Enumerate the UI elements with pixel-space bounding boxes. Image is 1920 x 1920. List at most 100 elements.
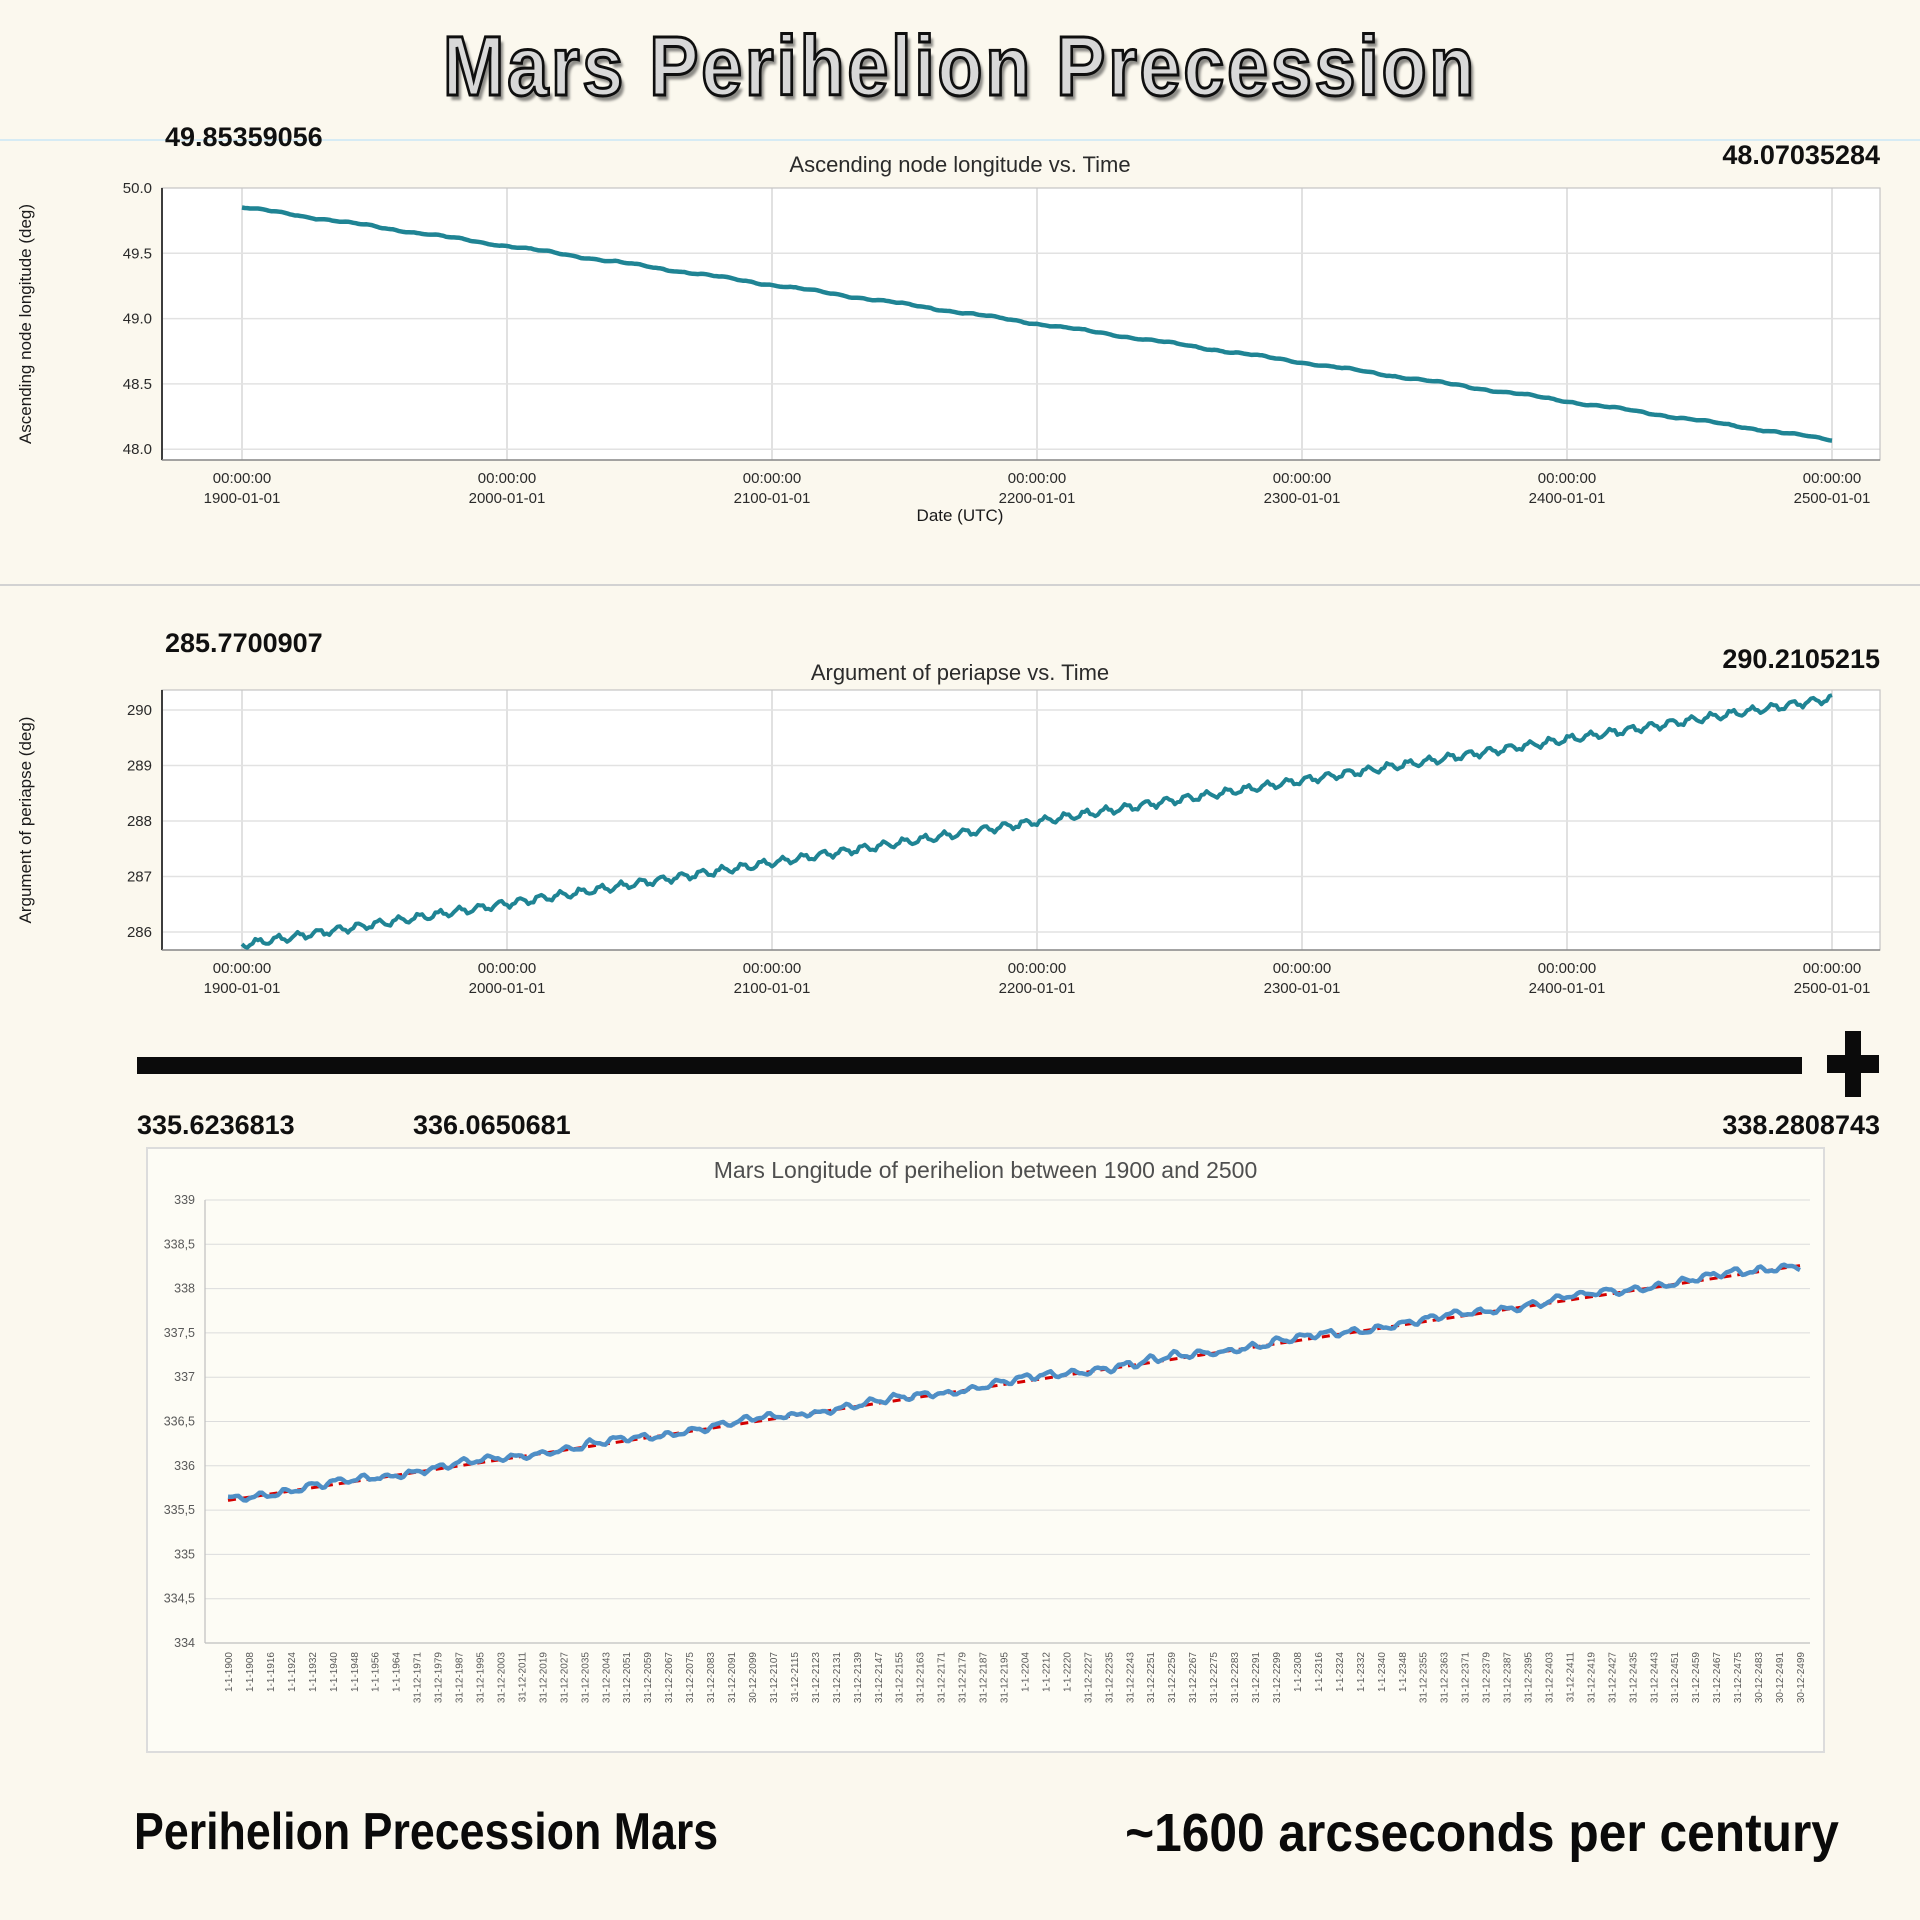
x-tick-date-label: 1-1-1948 [350,1652,361,1692]
x-tick-date-label: 1-1-2324 [1335,1652,1346,1692]
x-tick-date-label: 1-1-1932 [308,1652,319,1692]
x-tick-time-label: 00:00:00 [213,470,271,487]
x-tick-date-label: 31-12-2435 [1628,1652,1639,1704]
x-tick-date-label: 31-12-2091 [727,1652,738,1704]
y-tick-label: 335,5 [164,1503,195,1517]
x-tick-date-label: 31-12-2019 [538,1652,549,1704]
argument-of-periapse-chart: 290 289 288 287 286 00:00:00 1900-01-01 00:00:0… [127,689,1881,997]
x-tick-date-label: 31-12-2163 [916,1652,927,1704]
x-tick-date-label: 31-12-2411 [1565,1652,1576,1703]
x-tick-date-label: 31-12-2027 [559,1652,570,1704]
x-tick-date-label: 31-12-2155 [895,1652,906,1704]
y-tick-label: 50.0 [123,180,152,197]
x-tick-date-label: 31-12-1979 [434,1652,445,1704]
x-tick-time-label: 00:00:00 [1538,960,1596,977]
x-tick-date-label: 31-12-2115 [790,1652,801,1703]
x-tick-date-label: 31-12-2459 [1691,1652,1702,1704]
x-tick-date-label: 31-12-2403 [1544,1652,1555,1704]
x-tick-date-label: 31-12-2035 [580,1652,591,1704]
chart2-start-value: 285.7700907 [165,628,323,658]
x-tick-date-label: 31-12-2387 [1503,1652,1514,1704]
y-tick-label: 334 [174,1636,195,1650]
x-tick-date-label: 2400-01-01 [1529,490,1606,507]
x-tick-time-label: 00:00:00 [213,960,271,977]
x-tick-date-label: 1-1-1924 [287,1652,298,1692]
x-tick-date-label: 31-12-2355 [1419,1652,1430,1704]
ascending-node-longitude-chart: 50.0 49.5 49.0 48.5 48.0 00:00:00 1900-01-01 00… [123,180,1881,507]
x-tick-time-label: 00:00:00 [478,960,536,977]
chart3-title: Mars Longitude of perihelion between 190… [713,1157,1258,1183]
x-tick-date-label: 31-12-1995 [476,1652,487,1704]
y-tick-label: 48.5 [123,376,152,393]
x-tick-date-label: 31-12-2139 [853,1652,864,1704]
x-tick-time-label: 00:00:00 [1008,470,1066,487]
x-tick-time-label: 00:00:00 [1008,960,1066,977]
y-tick-label: 337,5 [164,1326,195,1340]
chart2-end-value: 290.2105215 [1722,644,1880,674]
x-tick-date-label: 31-12-2003 [496,1652,507,1704]
x-tick-date-label: 30-12-2099 [748,1652,759,1704]
x-tick-date-label: 2100-01-01 [734,980,811,997]
x-tick-date-label: 31-12-2179 [958,1652,969,1704]
x-tick-date-label: 31-12-2083 [706,1652,717,1704]
x-tick-date-label: 31-12-2051 [622,1652,633,1704]
x-tick-date-label: 31-12-1987 [455,1652,466,1704]
y-tick-label: 48.0 [123,441,152,458]
x-tick-date-label: 31-12-2067 [664,1652,675,1704]
page-title: Mars Perihelion Precession [442,19,1478,113]
x-tick-date-label: 31-12-2291 [1251,1652,1262,1704]
y-tick-label: 337 [174,1370,195,1384]
x-tick-time-label: 00:00:00 [743,960,801,977]
top-hairline-divider [0,139,1920,141]
y-tick-label: 290 [127,702,152,719]
x-tick-date-label: 2000-01-01 [469,490,546,507]
x-tick-date-label: 1-1-2212 [1041,1652,1052,1692]
x-tick-date-label: 31-12-2379 [1482,1652,1493,1704]
perihelion-chart-frame [146,1147,1825,1753]
chart2-title: Argument of periapse vs. Time [810,660,1110,685]
y-tick-label: 287 [127,869,152,886]
x-tick-date-label: 30-12-2499 [1796,1652,1807,1704]
x-tick-date-label: 31-12-2059 [643,1652,654,1704]
x-tick-date-label: 31-12-2131 [832,1652,843,1704]
chart1-start-value: 49.85359056 [165,122,323,152]
x-tick-date-label: 1-1-1900 [224,1652,235,1692]
chart1-x-axis-label: Date (UTC) [916,506,1004,525]
x-tick-date-label: 1-1-2348 [1398,1652,1409,1692]
chart3-end-value: 338.2808743 [1722,1110,1880,1140]
plot-background [162,188,1880,460]
x-tick-time-label: 00:00:00 [743,470,801,487]
y-tick-label: 338 [174,1282,195,1296]
y-tick-label: 335 [174,1547,195,1561]
x-tick-date-label: 2500-01-01 [1794,490,1871,507]
y-tick-label: 336 [174,1459,195,1473]
series-line [227,1262,1802,1503]
chart1-end-value: 48.07035284 [1722,140,1880,170]
chart1-title: Ascending node longitude vs. Time [789,152,1131,177]
x-tick-date-label: 1-1-2220 [1062,1652,1073,1692]
x-tick-date-label: 31-12-2451 [1670,1652,1681,1704]
x-tick-date-label: 31-12-2171 [937,1652,948,1704]
x-tick-date-label: 31-12-2475 [1733,1652,1744,1704]
x-tick-date-label: 1-1-1964 [392,1652,403,1692]
x-tick-date-label: 31-12-2467 [1712,1652,1723,1704]
x-tick-date-label: 31-12-1971 [413,1652,424,1704]
series-line [241,205,1833,443]
x-tick-date-label: 1-1-2340 [1377,1652,1388,1692]
x-tick-date-label: 31-12-2443 [1649,1652,1660,1704]
x-tick-date-label: 31-12-2147 [874,1652,885,1704]
y-tick-label: 334,5 [164,1592,195,1606]
section-divider [0,584,1920,586]
x-tick-date-label: 30-12-2483 [1754,1652,1765,1704]
x-tick-date-label: 2300-01-01 [1264,980,1341,997]
x-tick-date-label: 31-12-2043 [601,1652,612,1704]
y-tick-label: 338,5 [164,1237,195,1251]
x-tick-date-label: 31-12-2251 [1146,1652,1157,1704]
x-tick-date-label: 31-12-2259 [1167,1652,1178,1704]
x-tick-date-label: 1900-01-01 [204,980,281,997]
chart3-mid-value: 336.0650681 [413,1110,571,1140]
x-tick-date-label: 1-1-1940 [329,1652,340,1692]
x-tick-date-label: 1900-01-01 [204,490,281,507]
x-tick-date-label: 30-12-2491 [1775,1652,1786,1704]
